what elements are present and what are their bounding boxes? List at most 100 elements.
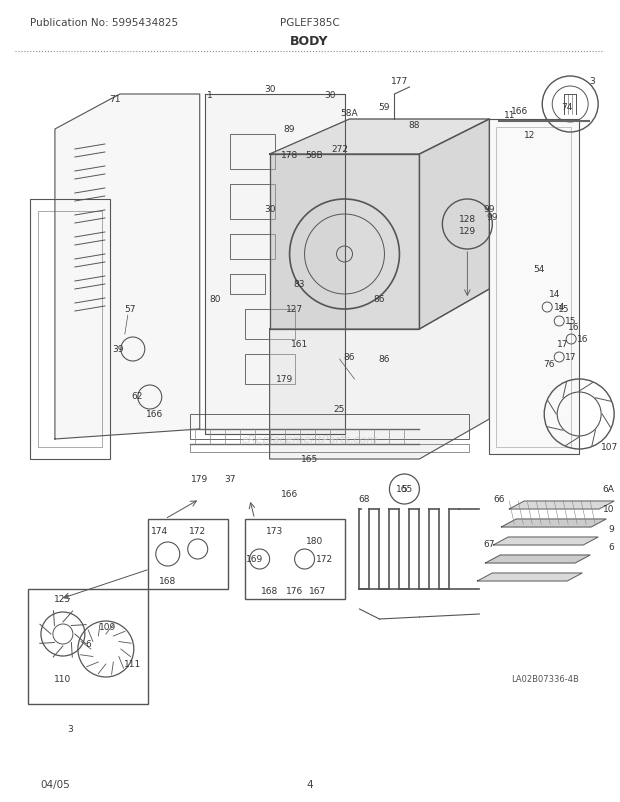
Bar [229, 135, 275, 170]
Text: 168: 168 [261, 587, 278, 596]
Text: 169: 169 [246, 555, 264, 564]
Text: 179: 179 [276, 375, 293, 384]
Text: 174: 174 [151, 527, 169, 536]
Text: 5: 5 [402, 485, 407, 494]
Bar [30, 200, 110, 460]
Text: 166: 166 [511, 107, 528, 116]
Text: 111: 111 [124, 660, 141, 669]
Bar [229, 274, 265, 294]
Text: 66: 66 [494, 495, 505, 504]
Text: 30: 30 [264, 205, 275, 214]
Text: 16: 16 [569, 323, 580, 332]
Bar [148, 520, 228, 589]
Text: 167: 167 [309, 587, 326, 596]
Polygon shape [270, 290, 489, 460]
Text: 58B: 58B [306, 150, 324, 160]
Bar [245, 354, 294, 384]
Text: 179: 179 [191, 475, 208, 484]
Polygon shape [477, 573, 582, 581]
Polygon shape [502, 520, 606, 528]
Polygon shape [419, 119, 489, 330]
Text: 165: 165 [301, 455, 318, 464]
Text: 17: 17 [557, 340, 568, 349]
Text: 128: 128 [459, 215, 476, 225]
Polygon shape [270, 119, 489, 155]
Text: 86: 86 [374, 295, 385, 304]
Text: 180: 180 [306, 537, 323, 546]
Text: 177: 177 [391, 78, 408, 87]
Text: 14: 14 [549, 290, 560, 299]
Polygon shape [485, 555, 590, 563]
Text: 58A: 58A [341, 108, 358, 117]
Bar [229, 184, 275, 220]
Text: 125: 125 [55, 595, 71, 604]
Text: 17: 17 [565, 353, 577, 362]
Text: 25: 25 [334, 405, 345, 414]
Text: 3: 3 [67, 724, 73, 734]
Text: 68: 68 [359, 495, 370, 504]
Text: 04/05: 04/05 [40, 779, 69, 789]
Text: PGLEF385C: PGLEF385C [280, 18, 339, 28]
Bar [496, 128, 571, 448]
Text: 67: 67 [484, 540, 495, 549]
Text: 86: 86 [343, 353, 355, 362]
Text: 80: 80 [209, 295, 221, 304]
Bar [28, 589, 148, 704]
Text: 12: 12 [523, 131, 535, 140]
Text: 9: 9 [608, 525, 614, 534]
Text: 172: 172 [189, 527, 206, 536]
Text: 74: 74 [562, 103, 573, 112]
Text: 71: 71 [109, 95, 120, 104]
Text: 30: 30 [264, 85, 275, 95]
Text: 89: 89 [284, 125, 295, 134]
Text: 83: 83 [294, 280, 305, 290]
Text: 37: 37 [224, 475, 236, 484]
Text: 107: 107 [601, 443, 618, 452]
Text: 173: 173 [266, 527, 283, 536]
Text: 62: 62 [131, 392, 143, 401]
Bar [38, 212, 102, 448]
Text: LA02B07336-4B: LA02B07336-4B [512, 674, 579, 683]
Text: 166: 166 [281, 490, 298, 499]
Polygon shape [270, 155, 419, 330]
Text: 165: 165 [396, 485, 413, 494]
Text: Publication No: 5995434825: Publication No: 5995434825 [30, 18, 178, 28]
Text: 11: 11 [503, 111, 515, 119]
Text: 6: 6 [608, 543, 614, 552]
Text: 76: 76 [544, 360, 555, 369]
Text: 88: 88 [409, 120, 420, 129]
Text: 15: 15 [559, 305, 570, 314]
Text: 39: 39 [112, 345, 123, 354]
Text: 10: 10 [603, 505, 614, 514]
Text: 57: 57 [124, 305, 136, 314]
Text: 172: 172 [316, 555, 333, 564]
Text: 110: 110 [55, 674, 71, 683]
Bar [229, 235, 275, 260]
Text: 15: 15 [565, 317, 577, 326]
Text: 272: 272 [331, 145, 348, 154]
Bar [190, 444, 469, 452]
Text: BODY: BODY [290, 35, 329, 48]
Text: 86: 86 [379, 355, 390, 364]
Text: 166: 166 [146, 410, 164, 419]
Text: 6: 6 [85, 640, 91, 649]
Text: 1: 1 [207, 91, 213, 99]
Polygon shape [489, 119, 579, 455]
Polygon shape [55, 95, 200, 439]
Text: 6A: 6A [602, 485, 614, 494]
Text: 109: 109 [99, 622, 117, 632]
Text: 99: 99 [487, 213, 498, 222]
Text: 59: 59 [379, 103, 390, 112]
Text: 54: 54 [534, 265, 545, 274]
Text: 129: 129 [459, 227, 476, 237]
Text: 16: 16 [577, 335, 589, 344]
Bar [190, 415, 469, 439]
Text: 176: 176 [286, 587, 303, 596]
Text: eReplacementParts.com: eReplacementParts.com [241, 435, 378, 444]
Polygon shape [494, 537, 598, 545]
Text: 161: 161 [291, 340, 308, 349]
Text: 4: 4 [306, 779, 313, 789]
Polygon shape [509, 501, 614, 509]
Text: 3: 3 [589, 78, 595, 87]
Bar [245, 310, 294, 339]
